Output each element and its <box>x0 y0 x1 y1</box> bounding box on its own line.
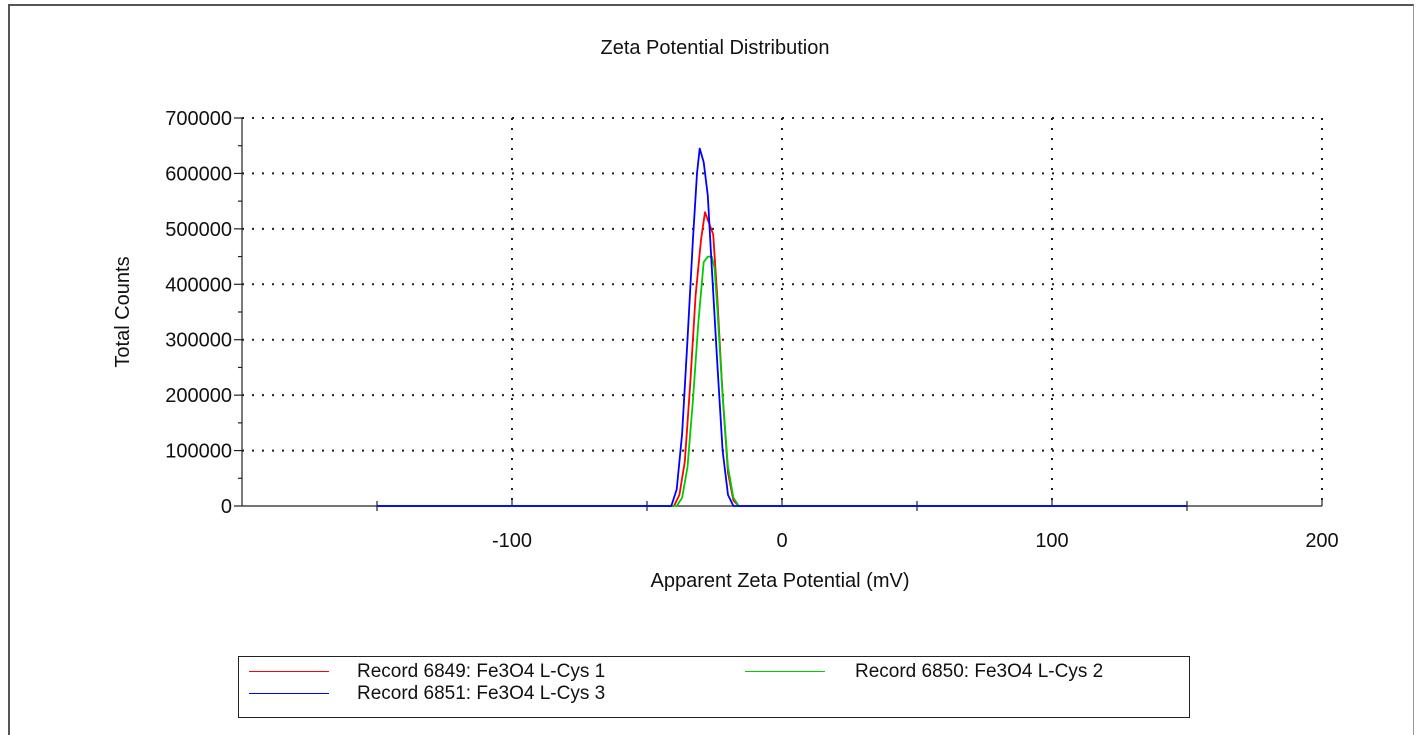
chart-frame <box>8 4 1414 735</box>
y-axis-label: Total Counts <box>112 256 134 367</box>
series-layer <box>377 147 1187 507</box>
legend-label-series-1: Record 6849: Fe3O4 L-Cys 1 <box>357 661 606 682</box>
chart-title: Zeta Potential Distribution <box>600 37 829 59</box>
x-tick-label-1: 0 <box>776 530 787 552</box>
y-tick-label-1: 100000 <box>165 441 232 463</box>
y-tick-label-6: 600000 <box>165 163 232 185</box>
y-tick-label-0: 0 <box>221 496 232 518</box>
x-axis-label: Apparent Zeta Potential (mV) <box>650 570 909 592</box>
series-line-2 <box>377 255 1187 507</box>
y-tick-label-3: 300000 <box>165 330 232 352</box>
x-tick-label-2: 100 <box>1035 530 1068 552</box>
y-tick-label-7: 700000 <box>165 108 232 130</box>
grid-layer <box>242 117 1323 506</box>
y-tick-label-5: 500000 <box>165 219 232 241</box>
series-line-3 <box>377 147 1187 507</box>
legend-swatch-series-2 <box>745 671 825 672</box>
x-tick-label-0: -100 <box>492 530 532 552</box>
y-tick-label-4: 400000 <box>165 274 232 296</box>
y-tick-label-2: 200000 <box>165 385 232 407</box>
legend-swatch-series-3 <box>249 693 329 694</box>
legend: Record 6849: Fe3O4 L-Cys 1 Record 6850: … <box>238 656 1190 718</box>
legend-swatch-series-1 <box>249 671 329 672</box>
legend-label-series-2: Record 6850: Fe3O4 L-Cys 2 <box>855 661 1104 682</box>
x-tick-label-3: 200 <box>1305 530 1338 552</box>
legend-label-series-3: Record 6851: Fe3O4 L-Cys 3 <box>357 683 606 704</box>
axes-layer: 0 100000 200000 300000 400000 500000 600000 700… <box>165 108 1338 552</box>
